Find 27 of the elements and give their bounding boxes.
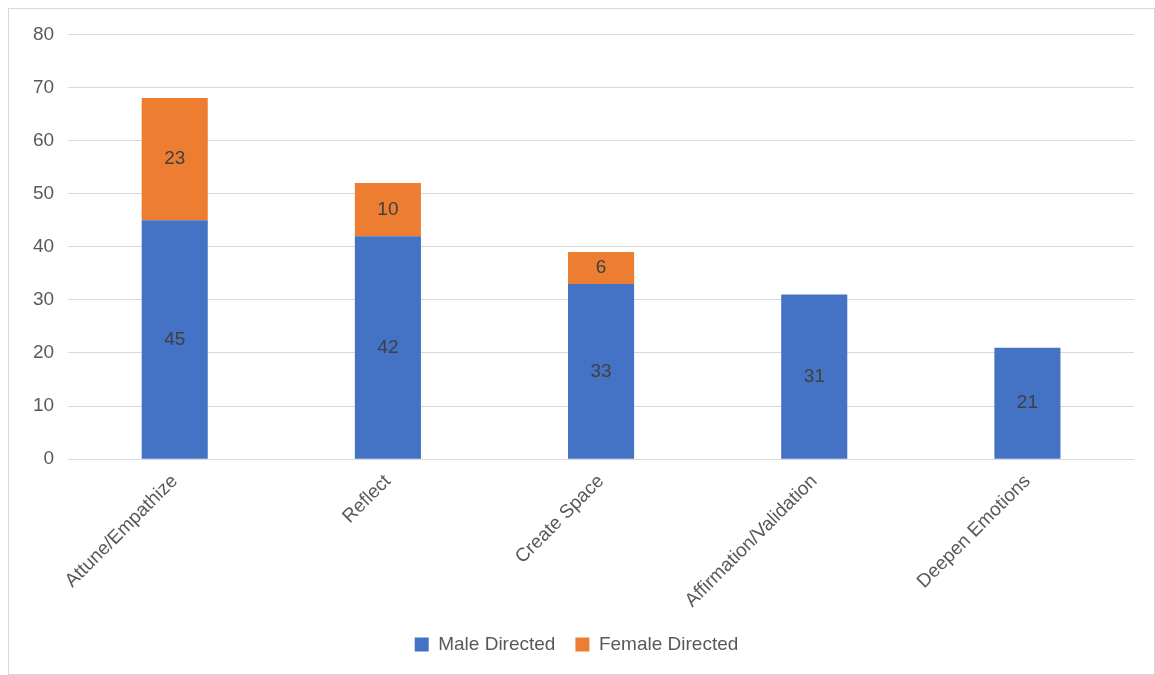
- data-label: 33: [590, 359, 612, 381]
- bar: [141, 220, 208, 459]
- y-tick-label: 70: [32, 75, 55, 97]
- legend-label: Male Directed: [438, 632, 556, 654]
- bar: [354, 236, 421, 459]
- bar: [354, 183, 421, 237]
- bar: [568, 252, 635, 284]
- y-tick-label: 80: [32, 22, 55, 44]
- legend-label: Female Directed: [598, 632, 739, 654]
- y-tick-label: 40: [32, 235, 55, 257]
- y-tick-label: 0: [43, 447, 55, 469]
- bar: [141, 98, 208, 221]
- y-tick-label: 10: [32, 394, 55, 416]
- data-label: 6: [595, 256, 607, 278]
- data-label: 23: [164, 147, 186, 169]
- data-label: 45: [164, 327, 186, 349]
- y-tick-label: 50: [32, 181, 55, 203]
- bar: [781, 294, 848, 459]
- y-tick-label: 20: [32, 341, 55, 363]
- bar: [568, 283, 635, 459]
- y-tick-label: 60: [32, 128, 55, 150]
- data-label: 21: [1016, 391, 1038, 413]
- y-tick-label: 30: [32, 288, 55, 310]
- data-label: 42: [377, 335, 399, 357]
- data-label: 31: [803, 364, 825, 386]
- bar: [994, 347, 1061, 459]
- data-label: 10: [377, 197, 399, 219]
